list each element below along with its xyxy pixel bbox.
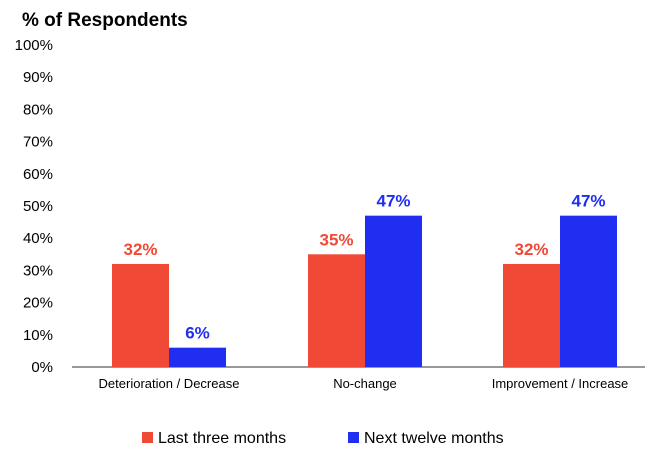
y-tick-label: 10% bbox=[23, 327, 53, 344]
bar bbox=[560, 215, 617, 367]
y-tick-label: 50% bbox=[23, 198, 53, 215]
legend-swatch bbox=[348, 432, 359, 443]
y-axis-ticks: 0% 10% 20% 30% 40% 50% 60% 70% 80% 90% 100% bbox=[15, 37, 53, 376]
legend-label: Next twelve months bbox=[364, 430, 504, 447]
data-label: 6% bbox=[185, 324, 210, 343]
bar bbox=[112, 263, 169, 367]
legend-label: Last three months bbox=[158, 430, 286, 447]
y-tick-label: 100% bbox=[15, 37, 53, 54]
y-tick-label: 20% bbox=[23, 295, 53, 312]
bar bbox=[503, 263, 560, 367]
y-tick-label: 70% bbox=[23, 134, 53, 151]
y-axis-title: % of Respondents bbox=[22, 10, 188, 31]
y-tick-label: 0% bbox=[31, 359, 53, 376]
y-tick-label: 40% bbox=[23, 230, 53, 247]
data-label: 32% bbox=[514, 240, 548, 259]
data-label: 35% bbox=[319, 230, 353, 249]
y-tick-label: 60% bbox=[23, 166, 53, 183]
data-label: 47% bbox=[376, 192, 410, 211]
x-tick-label: No-change bbox=[333, 376, 397, 391]
bar bbox=[169, 347, 226, 367]
y-tick-label: 30% bbox=[23, 262, 53, 279]
bar bbox=[308, 254, 365, 367]
data-label: 47% bbox=[571, 192, 605, 211]
bars bbox=[112, 215, 617, 367]
legend: Last three months Next twelve months bbox=[142, 430, 504, 447]
legend-swatch bbox=[142, 432, 153, 443]
y-tick-label: 80% bbox=[23, 101, 53, 118]
data-labels: 32% 6% 35% 47% 32% 47% bbox=[123, 192, 605, 343]
data-label: 32% bbox=[123, 240, 157, 259]
x-axis-ticks: Deterioration / Decrease No-change Improve… bbox=[99, 376, 629, 391]
bar bbox=[365, 215, 422, 367]
x-tick-label: Deterioration / Decrease bbox=[99, 376, 240, 391]
x-tick-label: Improvement / Increase bbox=[492, 376, 629, 391]
y-tick-label: 90% bbox=[23, 69, 53, 86]
